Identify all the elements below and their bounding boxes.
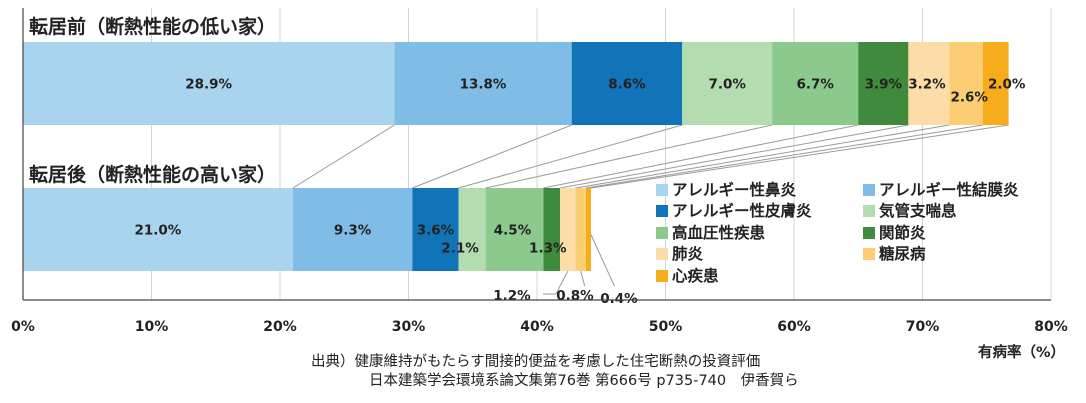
- x-axis: 0% 10% 20% 30% 40% 50% 60% 70% 80% 有病率（%）: [11, 8, 1068, 361]
- legend-label: アレルギー性鼻炎: [672, 180, 797, 199]
- legend-label: 肺炎: [672, 244, 704, 263]
- legend-swatch: [656, 227, 668, 239]
- legend-swatch: [863, 184, 875, 196]
- value-label: 2.6%: [950, 90, 988, 106]
- value-label: 2.0%: [988, 77, 1026, 93]
- bar-segment: [575, 188, 586, 271]
- value-label: 21.0%: [135, 223, 182, 239]
- connector-line: [575, 124, 950, 189]
- source-line-2: 日本建築学会環境系論文集第76巻 第666号 p735-740 伊香賀ら: [369, 373, 799, 389]
- legend-swatch: [656, 248, 668, 260]
- bar-segment: [571, 42, 683, 125]
- legend-label: アレルギー性結膜炎: [879, 180, 1019, 199]
- group-title: 転居前（断熱性能の低い家）: [29, 15, 276, 38]
- connector-line: [560, 124, 909, 189]
- bar-segment: [23, 188, 293, 271]
- leader-line: [542, 270, 569, 295]
- bar-segment: [908, 42, 950, 125]
- value-label: 6.7%: [796, 77, 834, 93]
- connector-line: [458, 124, 683, 189]
- value-label: 3.6%: [417, 223, 455, 239]
- bar-segment: [543, 188, 561, 271]
- legend-label: アレルギー性皮膚炎: [672, 201, 812, 220]
- bar-segment: [394, 42, 572, 125]
- bar-segment: [858, 42, 909, 125]
- legend-swatch: [863, 205, 875, 217]
- bar-segment: [982, 42, 1009, 125]
- leader-line: [580, 270, 586, 287]
- legend-label: 高血圧性疾患: [672, 223, 766, 242]
- x-tick-label: 80%: [1034, 319, 1068, 335]
- legend-label: 関節炎: [879, 223, 926, 242]
- value-label: 7.0%: [708, 77, 746, 93]
- value-label: 0.8%: [556, 288, 594, 304]
- x-axis-title: 有病率（%）: [978, 343, 1065, 361]
- connector-line: [412, 124, 572, 189]
- connector-line: [585, 124, 983, 189]
- legend-swatch: [863, 227, 875, 239]
- value-label: 3.9%: [865, 77, 903, 93]
- source-line-1: 出典）健康維持がもたらす間接的便益を考慮した住宅断熱の投資評価: [311, 354, 761, 370]
- bar-segment: [585, 188, 591, 271]
- bar-segment: [682, 42, 773, 125]
- x-tick-label: 50%: [649, 319, 683, 335]
- connector-line: [292, 124, 395, 189]
- x-tick-label: 10%: [135, 319, 169, 335]
- connector-line: [485, 124, 773, 189]
- bar-segment: [949, 42, 983, 125]
- bar-segment: [412, 188, 459, 271]
- legend-label: 気管支喘息: [879, 201, 957, 220]
- group-titles: 転居前（断熱性能の低い家） 転居後（断熱性能の高い家）: [29, 15, 276, 186]
- value-label: 28.9%: [185, 77, 232, 93]
- value-label: 3.2%: [908, 77, 946, 93]
- value-label: 8.6%: [608, 77, 646, 93]
- bar-segment: [485, 188, 544, 271]
- bar-connector-lines: [292, 124, 1009, 295]
- legend-swatch: [863, 248, 875, 260]
- legend-swatch: [656, 205, 668, 217]
- value-label: 9.3%: [334, 223, 372, 239]
- bar-segment: [458, 188, 486, 271]
- x-tick-label: 70%: [906, 319, 940, 335]
- value-label: 2.1%: [441, 241, 479, 257]
- value-label: 4.5%: [494, 223, 532, 239]
- value-labels: 28.9% 13.8% 8.6% 7.0% 6.7% 3.9% 3.2%2.6%2.0% 21…: [135, 77, 1026, 308]
- leader-line: [587, 228, 615, 287]
- value-label: 0.4%: [600, 291, 638, 307]
- connector-line: [543, 124, 859, 189]
- bar-segment: [560, 188, 576, 271]
- value-label: 1.3%: [529, 241, 567, 257]
- group-title: 転居後（断熱性能の高い家）: [29, 163, 276, 186]
- connector-line: [590, 124, 1009, 189]
- bar-segment: [772, 42, 859, 125]
- legend-label: 糖尿病: [879, 244, 926, 263]
- legend-swatch: [656, 270, 668, 282]
- x-tick-label: 0%: [11, 319, 35, 335]
- legend-label: 心疾患: [672, 266, 719, 285]
- x-tick-label: 40%: [520, 319, 554, 335]
- value-label: 1.2%: [493, 288, 531, 304]
- bar-segment: [23, 42, 395, 125]
- x-tick-label: 30%: [392, 319, 426, 335]
- bars: [23, 42, 1009, 271]
- legend-swatch: [656, 184, 668, 196]
- x-tick-label: 20%: [263, 319, 297, 335]
- value-label: 13.8%: [460, 77, 507, 93]
- x-tick-label: 60%: [777, 319, 811, 335]
- bar-segment: [292, 188, 413, 271]
